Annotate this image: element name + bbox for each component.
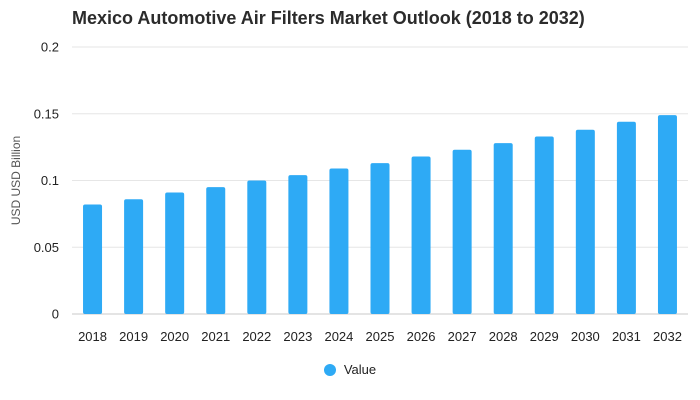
- bar-2019[interactable]: [124, 199, 144, 314]
- x-tick-label: 2026: [407, 329, 436, 344]
- y-tick-label: 0.15: [34, 106, 59, 121]
- bar-2024[interactable]: [329, 168, 349, 314]
- legend: Value: [0, 362, 700, 377]
- legend-swatch: [323, 363, 336, 376]
- x-tick-label: 2028: [489, 329, 518, 344]
- bar-2030[interactable]: [575, 129, 595, 314]
- y-tick-label: 0.05: [34, 240, 59, 255]
- x-tick-label: 2018: [78, 329, 107, 344]
- x-tick-label: 2027: [448, 329, 477, 344]
- y-axis-label: USD USD Billion: [9, 136, 23, 225]
- chart-title: Mexico Automotive Air Filters Market Out…: [72, 8, 585, 28]
- bar-2026[interactable]: [411, 156, 431, 314]
- x-tick-label: 2030: [571, 329, 600, 344]
- legend-label: Value: [343, 362, 377, 377]
- y-tick-label: 0.2: [41, 40, 59, 55]
- bar-2028[interactable]: [493, 143, 513, 314]
- bar-2029[interactable]: [534, 136, 554, 314]
- x-tick-label: 2019: [119, 329, 148, 344]
- x-tick-label: 2020: [160, 329, 189, 344]
- bar-2025[interactable]: [370, 163, 390, 314]
- y-tick-label: 0.1: [41, 173, 59, 188]
- bar-2018[interactable]: [83, 204, 103, 314]
- x-tick-label: 2024: [324, 329, 353, 344]
- legend-item-value[interactable]: Value: [323, 362, 377, 377]
- bar-2023[interactable]: [288, 175, 308, 314]
- x-tick-label: 2025: [366, 329, 395, 344]
- y-axis-ticks: 0 0.05 0.1 0.15 0.2: [34, 40, 59, 322]
- bar-2027[interactable]: [452, 149, 472, 314]
- bar-2031[interactable]: [616, 121, 636, 314]
- x-tick-label: 2031: [612, 329, 641, 344]
- x-tick-label: 2022: [242, 329, 271, 344]
- bar-2021[interactable]: [206, 187, 226, 314]
- x-tick-label: 2023: [283, 329, 312, 344]
- bar-2032[interactable]: [657, 115, 677, 315]
- y-tick-label: 0: [52, 307, 59, 322]
- x-axis-ticks: 2018 2019 2020 2021 2022 2023 2024 2025 2026 2027…: [78, 329, 682, 344]
- x-tick-label: 2029: [530, 329, 559, 344]
- x-tick-label: 2021: [201, 329, 230, 344]
- bars: [83, 115, 677, 315]
- bar-2020[interactable]: [165, 192, 185, 314]
- bar-2022[interactable]: [247, 180, 267, 315]
- x-tick-label: 2032: [653, 329, 682, 344]
